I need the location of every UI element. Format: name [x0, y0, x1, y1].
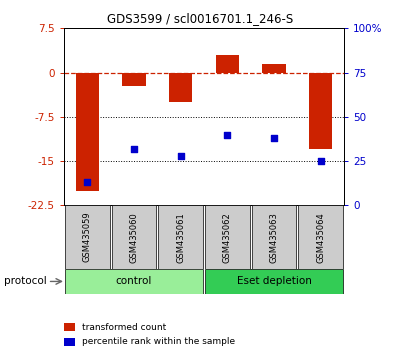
Point [131, 146, 137, 152]
Text: GDS3599 / scl0016701.1_246-S: GDS3599 / scl0016701.1_246-S [107, 12, 293, 25]
Bar [65, 269, 203, 294]
Text: GSM435062: GSM435062 [223, 212, 232, 263]
Bar [298, 205, 343, 269]
Bar [158, 205, 203, 269]
Text: GSM435063: GSM435063 [270, 212, 278, 263]
Text: GSM435059: GSM435059 [83, 212, 92, 263]
Bar [76, 73, 99, 190]
Text: GSM435060: GSM435060 [130, 212, 138, 263]
Bar [205, 269, 343, 294]
Bar [309, 73, 332, 149]
Text: control: control [116, 276, 152, 286]
Point [318, 158, 324, 164]
Bar [205, 205, 250, 269]
Bar [252, 205, 296, 269]
Bar [262, 64, 286, 73]
Text: transformed count: transformed count [82, 323, 166, 332]
Bar [216, 55, 239, 73]
Text: Eset depletion: Eset depletion [236, 276, 312, 286]
Text: percentile rank within the sample: percentile rank within the sample [82, 337, 235, 346]
Bar [169, 73, 192, 102]
Point [224, 132, 230, 137]
Text: GSM435061: GSM435061 [176, 212, 185, 263]
Bar [65, 205, 110, 269]
Bar [112, 205, 156, 269]
Text: protocol: protocol [4, 276, 47, 286]
Bar [64, 324, 75, 331]
Bar [64, 338, 75, 346]
Point [84, 179, 90, 185]
Text: GSM435064: GSM435064 [316, 212, 325, 263]
Bar [122, 73, 146, 86]
Point [178, 153, 184, 159]
Point [271, 135, 277, 141]
